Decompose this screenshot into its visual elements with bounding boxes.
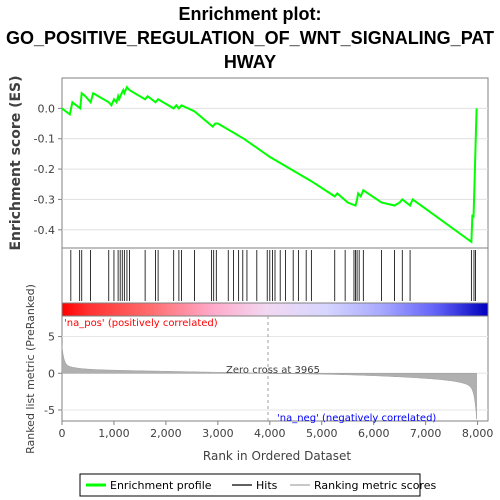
legend-label: Enrichment profile (110, 479, 212, 492)
metric-panel-frame (61, 315, 489, 422)
metric-panel: 5 0 -5 'na_pos' (positively correlated) 'n… (24, 284, 493, 463)
ranking-metric-area (61, 345, 477, 420)
legend-label: Ranking metric scores (314, 479, 436, 492)
es-tick-label: 0.0 (38, 102, 56, 115)
es-tick-label: -0.2 (34, 163, 55, 176)
chart-title-line-3: HWAY (223, 52, 277, 72)
x-tick-label: 3,000 (202, 427, 234, 440)
legend: Enrichment profile Hits Ranking metric sco… (79, 473, 436, 497)
metric-y-ticks: 5 0 -5 (44, 331, 62, 417)
metric-tick-label: 5 (48, 331, 55, 344)
x-tick-label: 5,000 (306, 427, 338, 440)
es-tick-label: -0.1 (34, 133, 55, 146)
x-tick-label: 0 (59, 427, 66, 440)
metric-tick-label: -5 (44, 404, 55, 417)
neg-correlated-label: 'na_neg' (negatively correlated) (277, 413, 436, 424)
hit-lines (70, 250, 476, 301)
enrichment-profile-line (61, 85, 478, 244)
x-tick-label: 2,000 (150, 427, 182, 440)
es-panel: 0.0 -0.1 -0.2 -0.3 -0.4 Enrichment score (ES… (8, 75, 489, 251)
hits-panel (61, 247, 489, 304)
zero-cross-label: Zero cross at 3965 (226, 365, 320, 376)
x-tick-label: 8,000 (462, 427, 494, 440)
es-y-ticks: 0.0 -0.1 -0.2 -0.3 -0.4 (34, 102, 62, 237)
metric-tick-label: 0 (48, 367, 55, 380)
chart-title-line-1: Enrichment plot: (178, 4, 322, 24)
es-y-axis-label: Enrichment score (ES) (8, 75, 24, 250)
x-tick-label: 6,000 (358, 427, 390, 440)
es-tick-label: -0.3 (34, 193, 55, 206)
chart-title-line-2: GO_POSITIVE_REGULATION_OF_WNT_SIGNALING_… (5, 28, 495, 48)
es-tick-label: -0.4 (34, 224, 55, 237)
es-y-gridlines (62, 107, 488, 231)
x-tick-label: 7,000 (410, 427, 442, 440)
legend-items: Enrichment profile Hits Ranking metric sco… (86, 479, 436, 492)
x-tick-label: 4,000 (254, 427, 286, 440)
pos-correlated-label: 'na_pos' (positively correlated) (64, 318, 218, 329)
metric-y-axis-label: Ranked list metric (PreRanked) (24, 284, 37, 454)
chart-title: Enrichment plot: GO_POSITIVE_REGULATION_… (0, 2, 500, 74)
rank-color-bar (61, 302, 489, 317)
legend-label: Hits (256, 479, 278, 492)
x-axis-ticks: 0 1,000 2,000 3,000 4,000 5,000 6,000 7,000 8,00… (59, 421, 494, 440)
es-panel-frame (61, 77, 489, 249)
x-axis-label: Rank in Ordered Dataset (203, 449, 351, 463)
rank-gradient (61, 302, 489, 317)
x-tick-label: 1,000 (98, 427, 130, 440)
